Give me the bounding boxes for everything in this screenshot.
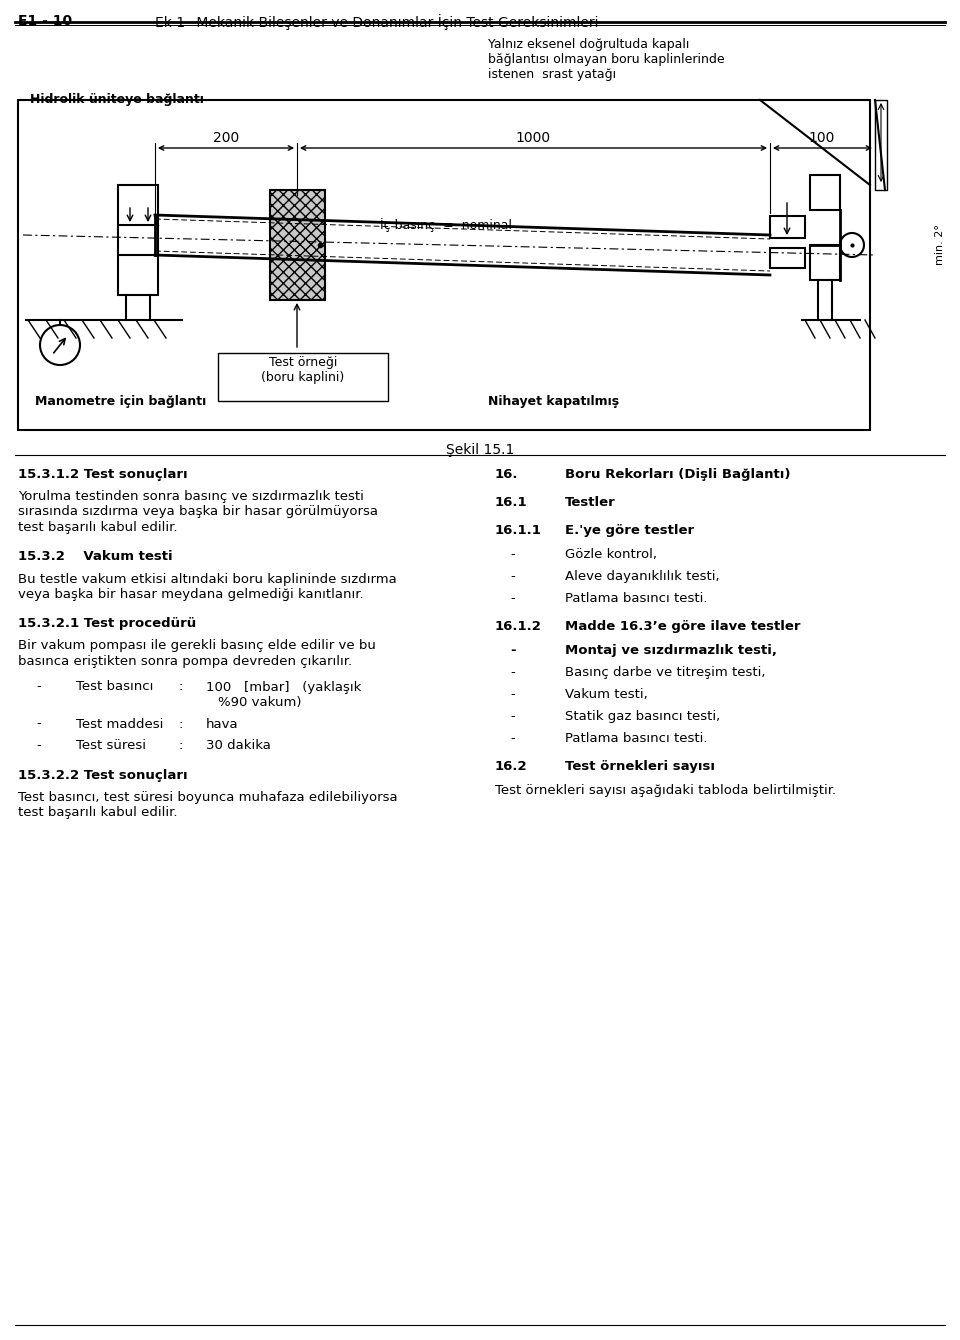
Text: Madde 16.3’e göre ilave testler: Madde 16.3’e göre ilave testler bbox=[565, 620, 801, 632]
Text: Nihayet kapatılmış: Nihayet kapatılmış bbox=[488, 395, 619, 407]
Text: Yorulma testinden sonra basınç ve sızdırmazlık testi: Yorulma testinden sonra basınç ve sızdır… bbox=[18, 490, 364, 502]
Text: Basınç darbe ve titreşim testi,: Basınç darbe ve titreşim testi, bbox=[565, 666, 765, 679]
Text: -: - bbox=[510, 687, 515, 701]
Text: 16.1.1: 16.1.1 bbox=[495, 524, 541, 537]
Text: Patlama basıncı testi.: Patlama basıncı testi. bbox=[565, 732, 708, 745]
Text: Manometre için bağlantı: Manometre için bağlantı bbox=[35, 395, 206, 407]
Text: basınca eriştikten sonra pompa devreden çıkarılır.: basınca eriştikten sonra pompa devreden … bbox=[18, 655, 352, 669]
Text: 16.1: 16.1 bbox=[495, 496, 528, 509]
Bar bbox=[218, 352, 388, 401]
Text: 30 dakika: 30 dakika bbox=[206, 738, 271, 752]
Text: Hidrolik üniteye bağlantı: Hidrolik üniteye bağlantı bbox=[30, 92, 204, 106]
Text: 15.3.2.1 Test procedürü: 15.3.2.1 Test procedürü bbox=[18, 618, 196, 631]
Text: Test örnekleri sayısı: Test örnekleri sayısı bbox=[565, 760, 715, 773]
Text: -: - bbox=[510, 570, 515, 583]
Text: 16.2: 16.2 bbox=[495, 760, 528, 773]
Text: Patlama basıncı testi.: Patlama basıncı testi. bbox=[565, 592, 708, 604]
Text: :: : bbox=[178, 738, 182, 752]
Text: Boru Rekorları (Dişli Bağlantı): Boru Rekorları (Dişli Bağlantı) bbox=[565, 468, 790, 481]
Text: -: - bbox=[510, 548, 515, 561]
Bar bbox=[810, 176, 840, 210]
Text: -: - bbox=[510, 645, 516, 657]
Text: Test örnekleri sayısı aşağıdaki tabloda belirtilmiştir.: Test örnekleri sayısı aşağıdaki tabloda … bbox=[495, 784, 836, 797]
Text: Şekil 15.1: Şekil 15.1 bbox=[445, 444, 515, 457]
Text: 1000: 1000 bbox=[516, 131, 551, 145]
Bar bbox=[770, 248, 805, 268]
Text: E1 - 10: E1 - 10 bbox=[18, 13, 72, 28]
Bar bbox=[875, 100, 887, 190]
Text: test başarılı kabul edilir.: test başarılı kabul edilir. bbox=[18, 805, 178, 819]
Text: Bu testle vakum etkisi altındaki boru kaplininde sızdırma: Bu testle vakum etkisi altındaki boru ka… bbox=[18, 572, 396, 586]
Bar bbox=[118, 185, 158, 225]
Bar bbox=[270, 190, 325, 300]
Text: %90 vakum): %90 vakum) bbox=[218, 695, 301, 709]
Text: 15.3.2    Vakum testi: 15.3.2 Vakum testi bbox=[18, 551, 173, 564]
Text: sırasında sızdırma veya başka bir hasar görülmüyorsa: sırasında sızdırma veya başka bir hasar … bbox=[18, 505, 378, 519]
Text: :: : bbox=[178, 681, 182, 694]
Text: 15.3.1.2 Test sonuçları: 15.3.1.2 Test sonuçları bbox=[18, 468, 187, 481]
Text: Test basıncı, test süresi boyunca muhafaza edilebiliyorsa: Test basıncı, test süresi boyunca muhafa… bbox=[18, 791, 397, 804]
Text: test başarılı kabul edilir.: test başarılı kabul edilir. bbox=[18, 521, 178, 535]
Text: Vakum testi,: Vakum testi, bbox=[565, 687, 648, 701]
Text: 15.3.2.2 Test sonuçları: 15.3.2.2 Test sonuçları bbox=[18, 769, 187, 781]
Text: -: - bbox=[510, 732, 515, 745]
Text: Bir vakum pompası ile gerekli basınç elde edilir ve bu: Bir vakum pompası ile gerekli basınç eld… bbox=[18, 639, 376, 653]
Text: Testler: Testler bbox=[565, 496, 615, 509]
Text: Test maddesi: Test maddesi bbox=[76, 717, 163, 730]
Text: 200: 200 bbox=[213, 131, 239, 145]
Text: 100: 100 bbox=[809, 131, 835, 145]
Text: 16.1.2: 16.1.2 bbox=[495, 620, 541, 632]
Text: -: - bbox=[36, 717, 40, 730]
Bar bbox=[770, 216, 805, 239]
Text: (boru kaplini): (boru kaplini) bbox=[261, 371, 345, 385]
Text: Test basıncı: Test basıncı bbox=[76, 681, 154, 694]
Text: Montaj ve sızdırmazlık testi,: Montaj ve sızdırmazlık testi, bbox=[565, 645, 777, 657]
Text: Yalnız eksenel doğrultuda kapalı
băğlantısı olmayan boru kaplinlerinde
istenen  : Yalnız eksenel doğrultuda kapalı băğlant… bbox=[488, 38, 725, 80]
Text: Statik gaz basıncı testi,: Statik gaz basıncı testi, bbox=[565, 710, 720, 724]
Text: Gözle kontrol,: Gözle kontrol, bbox=[565, 548, 657, 561]
Text: Test süresi: Test süresi bbox=[76, 738, 146, 752]
Text: 100   [mbar]   (yaklaşık: 100 [mbar] (yaklaşık bbox=[206, 681, 361, 694]
Text: 16.: 16. bbox=[495, 468, 518, 481]
Text: Ek 1 –Mekanik Bileşenler ve Donanımlar İçin Test Gereksinimleri: Ek 1 –Mekanik Bileşenler ve Donanımlar İ… bbox=[155, 13, 598, 29]
Text: -: - bbox=[36, 681, 40, 694]
Bar bbox=[118, 255, 158, 295]
Bar bbox=[810, 245, 840, 280]
Text: İç basınç  =  nominal: İç basınç = nominal bbox=[380, 218, 512, 232]
Text: hava: hava bbox=[206, 717, 239, 730]
Text: E.'ye göre testler: E.'ye göre testler bbox=[565, 524, 694, 537]
Text: -: - bbox=[36, 738, 40, 752]
Text: -: - bbox=[510, 592, 515, 604]
Text: :: : bbox=[178, 717, 182, 730]
Text: Test örneği: Test örneği bbox=[269, 356, 337, 368]
Text: -: - bbox=[510, 710, 515, 724]
Text: min. 2°: min. 2° bbox=[935, 225, 945, 265]
Text: -: - bbox=[510, 666, 515, 679]
Text: Aleve dayanıklılık testi,: Aleve dayanıklılık testi, bbox=[565, 570, 720, 583]
Bar bbox=[18, 100, 870, 430]
Text: veya başka bir hasar meydana gelmediği kanıtlanır.: veya başka bir hasar meydana gelmediği k… bbox=[18, 588, 364, 602]
